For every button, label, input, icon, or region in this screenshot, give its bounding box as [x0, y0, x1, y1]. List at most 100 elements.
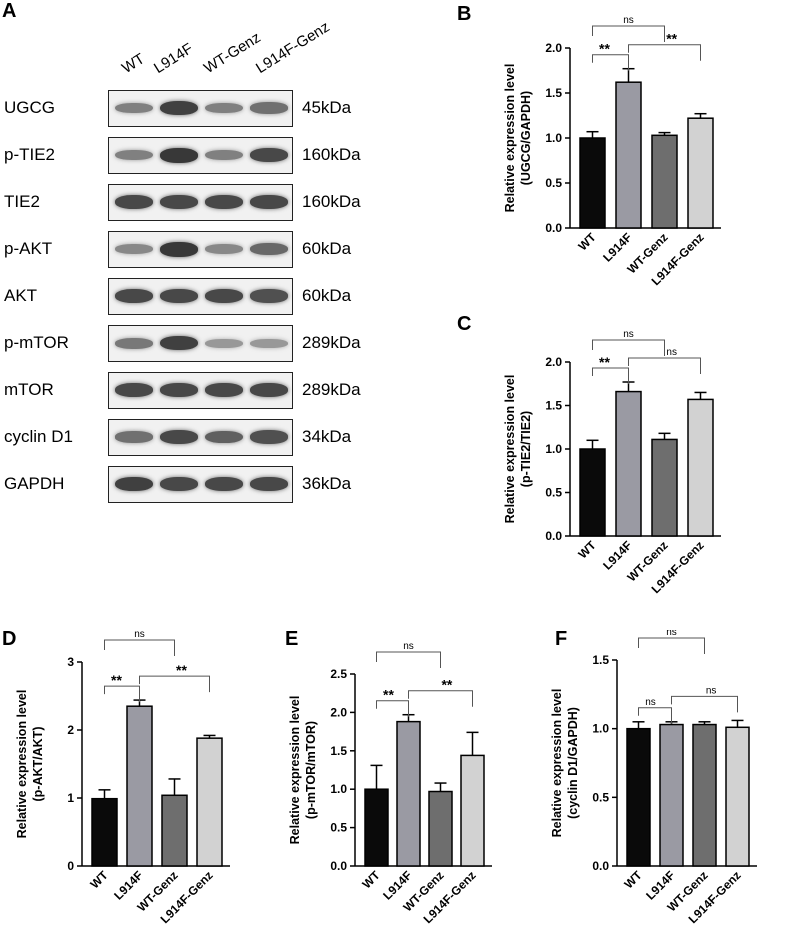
y-tick-label: 2	[67, 723, 74, 737]
blot-strip	[108, 325, 293, 362]
molecular-weight-label: 60kDa	[302, 286, 352, 305]
bar	[687, 117, 714, 229]
significance-label: **	[666, 31, 677, 47]
y-axis-label-unit: (UGCG/GAPDH)	[519, 91, 533, 185]
significance-label: ns	[645, 697, 656, 708]
blot-band	[115, 383, 153, 397]
significance-bracket	[638, 637, 705, 654]
y-axis-label: Relative expression level	[550, 689, 564, 838]
blot-band	[250, 430, 288, 444]
protein-label: p-mTOR	[4, 333, 69, 352]
bar	[615, 81, 642, 229]
bar	[725, 726, 750, 867]
x-tick-label: L914F	[600, 230, 634, 264]
blot-strip	[108, 137, 293, 174]
y-tick-label: 0.0	[545, 529, 562, 543]
blot-band	[160, 241, 198, 257]
blot-band	[250, 477, 288, 491]
significance-label: ns	[403, 641, 414, 652]
bar	[651, 134, 678, 229]
blot-band	[115, 195, 153, 209]
y-tick-label: 2.0	[545, 41, 562, 55]
protein-label: UGCG	[4, 98, 55, 117]
blot-band	[205, 195, 243, 209]
y-axis-label: Relative expression level	[15, 690, 29, 839]
blot-band	[205, 477, 243, 491]
y-axis-label: Relative expression level	[503, 375, 517, 524]
blot-band	[205, 244, 243, 254]
blot-band	[115, 149, 153, 161]
significance-bracket	[104, 639, 175, 656]
significance-bracket	[592, 25, 665, 42]
blot-band	[205, 383, 243, 397]
bar	[428, 790, 453, 867]
y-tick-label: 0.5	[330, 821, 347, 835]
protein-label: mTOR	[4, 380, 54, 399]
significance-label: **	[111, 672, 122, 688]
y-tick-label: 1.0	[592, 722, 609, 736]
blot-strip	[108, 419, 293, 456]
significance-bracket	[628, 44, 701, 61]
lane-label: L914F	[150, 40, 197, 77]
protein-label: p-TIE2	[4, 145, 56, 164]
panel-label-c: C	[457, 313, 472, 335]
y-tick-label: 0.5	[592, 790, 609, 804]
blot-band	[250, 195, 288, 209]
bar	[396, 720, 421, 867]
blot-band	[160, 335, 198, 351]
y-tick-label: 0.5	[545, 486, 562, 500]
panel-label-e: E	[285, 628, 299, 650]
significance-bracket	[592, 54, 629, 71]
significance-label: **	[441, 677, 452, 693]
protein-label: TIE2	[4, 192, 40, 211]
blot-strip	[108, 466, 293, 503]
bar	[460, 754, 485, 867]
blot-band	[250, 289, 288, 303]
bar	[579, 137, 606, 229]
significance-bracket	[671, 695, 738, 713]
x-tick-label: WT	[576, 230, 600, 254]
x-tick-label: L914F	[600, 538, 634, 572]
significance-label: **	[383, 687, 394, 703]
blot-band	[160, 383, 198, 397]
bar	[196, 737, 223, 867]
molecular-weight-label: 289kDa	[302, 380, 361, 399]
y-tick-label: 1.5	[330, 744, 347, 758]
x-tick-label: WT	[622, 868, 646, 892]
blot-band	[205, 102, 243, 114]
blot-strip	[108, 90, 293, 127]
significance-bracket	[592, 367, 629, 385]
significance-label: **	[176, 662, 187, 678]
chart-ptie2-tie2: 0.0 0.5 1.0 1.5 2.0 Relative expression level…	[503, 329, 721, 596]
blot-band	[160, 477, 198, 491]
blot-strip	[108, 278, 293, 315]
significance-bracket	[408, 690, 473, 707]
y-tick-label: 2.0	[330, 705, 347, 719]
y-tick-label: 1.5	[592, 653, 609, 667]
x-tick-label: WT	[360, 868, 384, 892]
significance-bracket	[376, 700, 409, 717]
significance-bracket	[104, 685, 140, 703]
significance-bracket	[638, 707, 672, 724]
y-tick-label: 2.5	[330, 667, 347, 681]
protein-label: cyclin D1	[4, 427, 73, 446]
x-tick-label: WT	[576, 538, 600, 562]
bar	[692, 723, 717, 867]
chart-cyclind1-gapdh: 0.0 0.5 1.0 1.5 Relative expression level (cy…	[550, 630, 757, 926]
chart-ugcg-gapdh: 0.0 0.5 1.0 1.5 2.0 Relative expression level…	[503, 15, 721, 288]
blot-band	[205, 289, 243, 303]
lane-label: WT	[118, 50, 148, 77]
y-tick-label: 1.0	[545, 131, 562, 145]
y-tick-label: 1.5	[545, 399, 562, 413]
blot-band	[160, 100, 198, 116]
panel-label-d: D	[2, 628, 17, 650]
significance-bracket	[592, 339, 665, 356]
protein-label: GAPDH	[4, 474, 65, 493]
significance-label: ns	[623, 15, 634, 26]
significance-label: ns	[706, 685, 717, 696]
significance-label: ns	[623, 329, 634, 340]
y-tick-label: 2.0	[545, 355, 562, 369]
blot-strip	[108, 372, 293, 409]
blot-band	[115, 102, 153, 114]
blot-band	[115, 244, 153, 254]
